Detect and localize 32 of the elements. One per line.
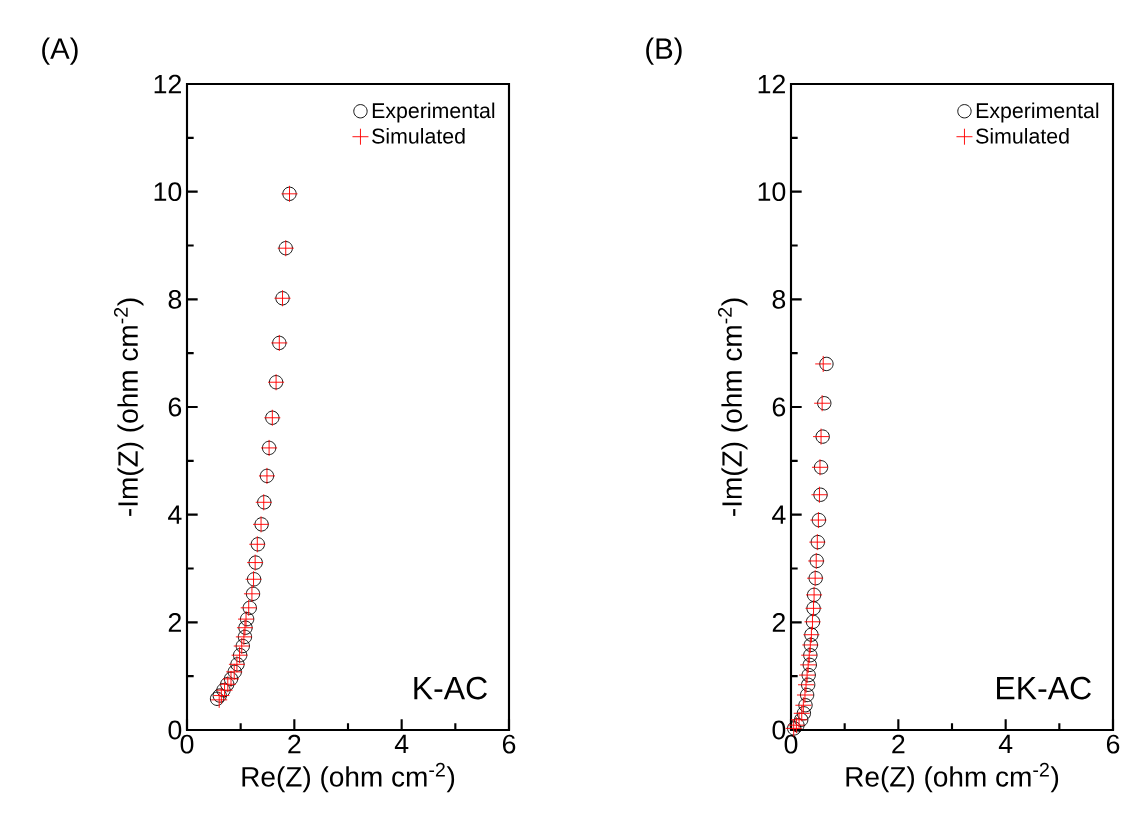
x-tick-label: 2 (892, 734, 905, 754)
y-tick-label: 2 (772, 613, 785, 632)
chart-title: (B) (646, 37, 682, 65)
y-axis-title: -Im(Z) (ohm cm$^{-2}$) (113, 298, 144, 516)
x-axis-title: Re(Z) (ohm cm$^{-2}$) (846, 762, 1059, 793)
y-tick-label: 0 (168, 720, 182, 740)
annotation: K-AC (414, 676, 487, 700)
x-tick-label: 6 (1106, 734, 1120, 754)
x-tick-label: 4 (394, 734, 409, 754)
y-tick-label: 10 (758, 182, 786, 202)
y-axis-title: -Im(Z) (ohm cm$^{-2}$) (717, 298, 748, 516)
y-tick-label: 2 (168, 613, 181, 632)
legend-label: Simulated (372, 127, 465, 144)
y-tick-label: 4 (168, 505, 182, 524)
legend-label: Experimental (372, 102, 495, 123)
legend-label: Simulated (976, 127, 1069, 144)
y-tick-label: 0 (772, 720, 786, 740)
annotation: EK-AC (997, 676, 1091, 700)
x-tick-label: 2 (288, 734, 301, 754)
y-tick-label: 12 (758, 74, 785, 94)
y-tick-label: 8 (168, 289, 182, 309)
chart-title: (A) (42, 37, 78, 65)
y-tick-label: 8 (772, 289, 786, 309)
y-tick-label: 12 (154, 74, 181, 94)
x-tick-label: 4 (998, 734, 1013, 754)
y-tick-label: 10 (154, 182, 182, 202)
y-tick-label: 6 (772, 397, 786, 417)
y-tick-label: 4 (772, 505, 786, 524)
y-tick-label: 6 (168, 397, 182, 417)
legend-label: Experimental (976, 102, 1099, 123)
x-tick-label: 6 (502, 734, 516, 754)
x-axis-title: Re(Z) (ohm cm$^{-2}$) (242, 762, 455, 793)
